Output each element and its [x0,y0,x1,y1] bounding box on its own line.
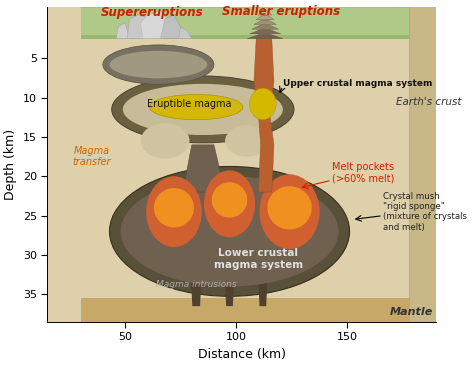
Polygon shape [191,283,201,306]
Text: Eruptible magma: Eruptible magma [147,99,232,109]
Ellipse shape [120,176,338,287]
Polygon shape [254,20,276,24]
Polygon shape [81,39,410,298]
Polygon shape [128,15,152,39]
Ellipse shape [267,186,312,230]
Polygon shape [81,35,410,39]
Polygon shape [81,298,410,322]
Polygon shape [254,39,274,192]
Text: Magma intrusions: Magma intrusions [156,280,237,289]
Polygon shape [258,283,267,306]
Text: Melt pockets
(>60% melt): Melt pockets (>60% melt) [332,162,394,183]
Y-axis label: Depth (km): Depth (km) [4,129,17,200]
Polygon shape [81,7,410,39]
Polygon shape [256,15,274,20]
Ellipse shape [123,84,283,135]
Text: Smaller eruptions: Smaller eruptions [221,5,340,18]
Text: Upper crustal magma system: Upper crustal magma system [283,79,432,88]
Ellipse shape [149,95,243,120]
Ellipse shape [112,76,294,143]
Polygon shape [225,283,234,306]
Ellipse shape [249,88,276,120]
Polygon shape [116,23,129,39]
Ellipse shape [109,166,349,296]
Text: Crystal mush
"rigid sponge"
(mixture of crystals
and melt): Crystal mush "rigid sponge" (mixture of … [383,192,467,232]
Ellipse shape [204,170,255,237]
Text: Supereruptions: Supereruptions [100,6,203,19]
Text: Magma
transfer: Magma transfer [73,146,111,168]
X-axis label: Distance (km): Distance (km) [198,348,286,361]
Polygon shape [161,15,183,39]
Polygon shape [258,11,272,15]
Ellipse shape [146,176,202,247]
Ellipse shape [109,51,207,78]
Polygon shape [81,0,436,7]
Ellipse shape [154,188,194,227]
Polygon shape [183,145,225,192]
Polygon shape [410,0,436,322]
Ellipse shape [103,45,214,84]
Ellipse shape [141,123,190,159]
Ellipse shape [225,125,270,157]
Polygon shape [247,34,283,39]
Polygon shape [178,27,191,39]
Ellipse shape [260,174,319,249]
Polygon shape [252,25,278,29]
Text: Earth's crust: Earth's crust [396,97,462,107]
Polygon shape [249,30,281,34]
Ellipse shape [212,182,247,218]
Text: Lower crustal
magma system: Lower crustal magma system [214,248,303,270]
Polygon shape [141,11,170,39]
Text: Mantle: Mantle [390,307,433,316]
